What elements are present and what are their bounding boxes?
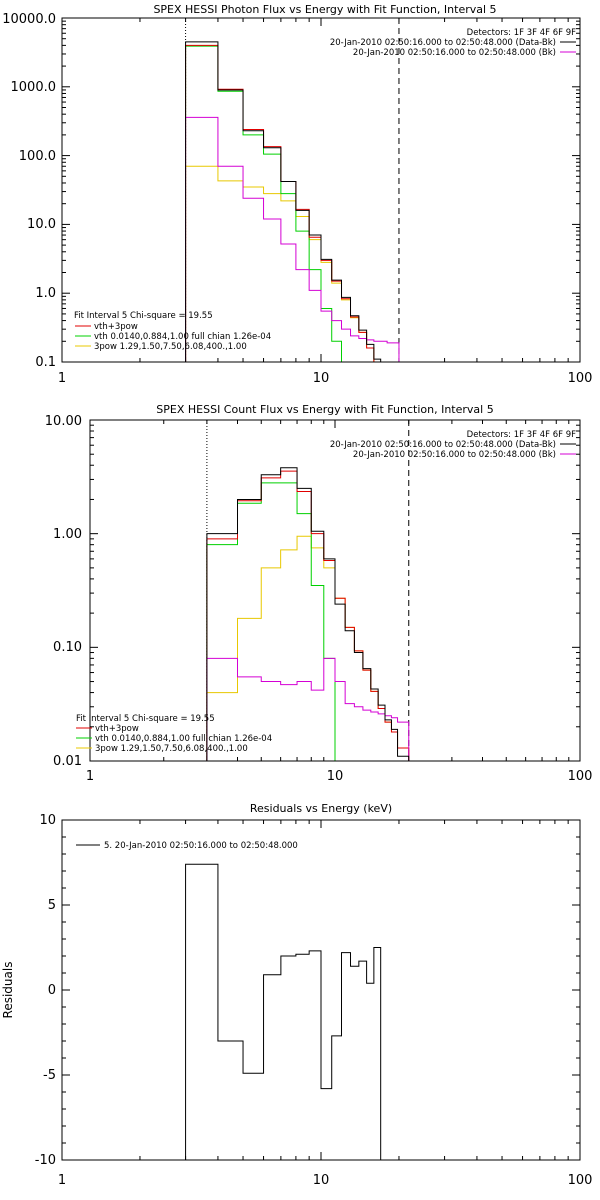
count-fit-header: Fit Interval 5 Chi-square = 19.55	[76, 714, 215, 724]
photon-fit-pow-label: 3pow 1.29,1.50,7.50,6.08,400.,1.00	[94, 342, 247, 352]
count-y-tick-label-2: 1.00	[53, 527, 82, 542]
photon-y-tick-label-3: 100.0	[19, 149, 56, 164]
residuals-plot-area	[61, 819, 580, 1161]
count-flux-panel: SPEX HESSI Count Flux vs Energy with Fit…	[45, 403, 593, 784]
photon-chart-title: SPEX HESSI Photon Flux vs Energy with Fi…	[153, 3, 496, 16]
photon-flux-panel: SPEX HESSI Photon Flux vs Energy with Fi…	[2, 3, 592, 386]
count-legend-bk: 20-Jan-2010 02:50:16.000 to 02:50:48.000…	[353, 450, 556, 460]
photon-fit-total-label: vth+3pow	[94, 322, 138, 332]
photon-y-tick-label-1: 1.0	[35, 286, 56, 301]
photon-plot-area	[61, 17, 580, 363]
residuals-y-tick-label-2: 0	[48, 983, 56, 998]
count-legend-top: Detectors: 1F 3F 4F 6F 9F 20-Jan-2010 02…	[330, 430, 576, 460]
photon-y-tick-label-5: 10000.0	[2, 12, 56, 27]
photon-x-tick-label-10: 10	[313, 371, 330, 386]
residuals-x-tick-label-100: 100	[568, 1173, 593, 1188]
residuals-chart-title: Residuals vs Energy (keV)	[250, 802, 392, 815]
count-fit-pow-label: 3pow 1.29,1.50,7.50,6.08,400.,1.00	[95, 744, 248, 754]
residuals-y-tick-label-0: -10	[35, 1153, 56, 1168]
count-plot-area	[89, 419, 580, 762]
count-legend-data: 20-Jan-2010 02:50:16.000 to 02:50:48.000…	[330, 440, 556, 450]
count-fit-legend: Fit Interval 5 Chi-square = 19.55 vth+3p…	[76, 714, 272, 754]
photon-legend-data: 20-Jan-2010 02:50:16.000 to 02:50:48.000…	[330, 38, 556, 48]
count-series-bk-line	[206, 657, 410, 761]
count-x-tick-label-100: 100	[568, 769, 593, 784]
photon-fit-legend: Fit Interval 5 Chi-square = 19.55 vth+3p…	[74, 311, 271, 352]
count-x-tick-label-10: 10	[327, 769, 344, 784]
count-y-tick-label-1: 0.10	[53, 640, 82, 655]
count-series-data-line	[206, 467, 410, 761]
count-chart-title: SPEX HESSI Count Flux vs Energy with Fit…	[156, 403, 493, 416]
photon-detectors-label: Detectors: 1F 3F 4F 6F 9F	[467, 28, 576, 38]
count-series-vth-line	[206, 482, 409, 761]
residuals-x-tick-label-1: 1	[58, 1173, 66, 1188]
residuals-y-tick-label-3: 5	[48, 898, 56, 913]
count-x-tick-label-1: 1	[86, 769, 94, 784]
count-detectors-label: Detectors: 1F 3F 4F 6F 9F	[467, 430, 576, 440]
residuals-legend-label: 5. 20-Jan-2010 02:50:16.000 to 02:50:48.…	[104, 841, 298, 851]
photon-x-tick-label-100: 100	[568, 371, 593, 386]
photon-y-tick-label-0: 0.1	[35, 355, 56, 370]
count-fit-vth-label: vth 0.0140,0.884,1.00 full chian 1.26e-0…	[95, 734, 272, 744]
photon-x-tick-label-1: 1	[58, 371, 66, 386]
residuals-axes-frame	[61, 819, 581, 1161]
residuals-y-tick-label-4: 10	[39, 813, 56, 828]
residuals-series-data-line	[185, 863, 382, 1160]
residuals-y-tick-label-1: -5	[43, 1068, 56, 1083]
residuals-y-axis-label: Residuals	[1, 962, 15, 1019]
residuals-panel: Residuals vs Energy (keV) 1 10 100 -10 -…	[1, 802, 592, 1188]
photon-fit-vth-label: vth 0.0140,0.884,1.00 full chian 1.26e-0…	[94, 332, 271, 342]
photon-series-data-line	[185, 41, 399, 362]
count-y-tick-label-0: 0.01	[53, 754, 82, 769]
photon-series-total-line	[185, 44, 399, 362]
count-y-tick-label-3: 10.00	[45, 414, 82, 429]
photon-y-tick-label-4: 1000.0	[11, 80, 57, 95]
photon-series-vth-line	[185, 45, 399, 362]
count-fit-total-label: vth+3pow	[95, 724, 139, 734]
count-series-pow-line	[206, 535, 410, 761]
residuals-x-tick-label-10: 10	[313, 1173, 330, 1188]
count-axes-frame	[89, 419, 581, 762]
photon-legend-bk: 20-Jan-2010 02:50:16.000 to 02:50:48.000…	[353, 48, 556, 58]
photon-axes-frame	[61, 17, 581, 363]
photon-y-tick-label-2: 10.0	[27, 217, 56, 232]
photon-series-bk-line	[185, 116, 400, 362]
photon-legend-top: Detectors: 1F 3F 4F 6F 9F 20-Jan-2010 02…	[330, 28, 576, 58]
photon-fit-header: Fit Interval 5 Chi-square = 19.55	[74, 311, 213, 321]
